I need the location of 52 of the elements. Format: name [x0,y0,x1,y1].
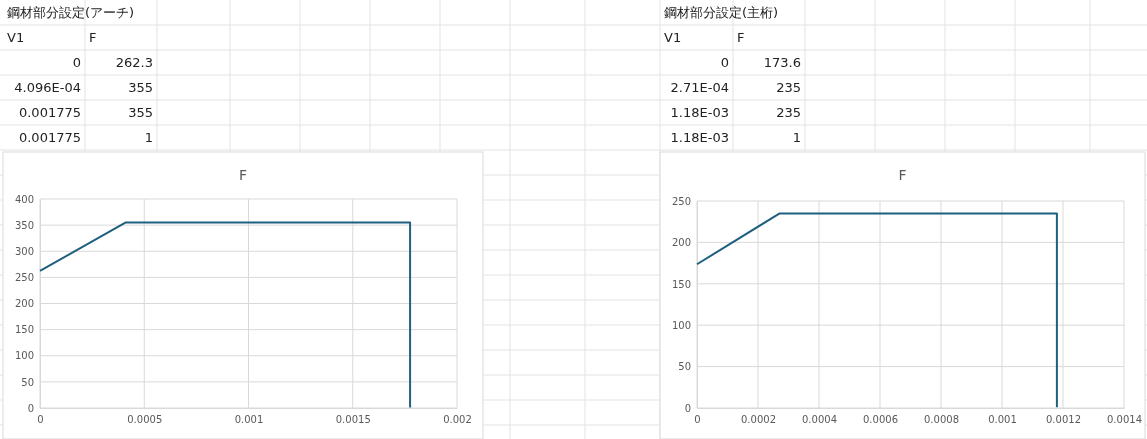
text: 2.71E-04 [670,80,729,95]
chart-title: F [238,167,248,183]
text: F [89,30,97,45]
x-tick-label: 0.002 [443,414,472,426]
y-tick-label: 250 [671,195,691,207]
y-tick-label: 350 [14,219,34,231]
text: V1 [664,30,682,45]
x-tick-label: 0.0014 [1107,414,1142,426]
text: 0 [72,55,81,70]
text: 4.096E-04 [14,80,81,95]
x-tick-label: 0 [37,414,44,426]
text: 0.001775 [18,130,81,145]
x-tick-label: 0.0015 [335,414,371,426]
x-tick-label: 0.0012 [1046,414,1081,426]
text: 235 [776,80,801,95]
text: 1 [792,130,801,145]
x-tick-label: 0.0004 [802,414,837,426]
x-tick-label: 0.0006 [863,414,898,426]
text: V1 [7,30,25,45]
text: 1.18E-03 [670,105,729,120]
text: 0.001775 [18,105,81,120]
text: 鋼材部分設定(主桁) [664,5,779,20]
x-tick-label: 0.0008 [924,414,959,426]
text: 1 [144,130,153,145]
text: 173.6 [763,55,801,70]
y-tick-label: 400 [14,193,34,205]
y-tick-label: 0 [27,402,34,414]
text: 1.18E-03 [670,130,729,145]
y-tick-label: 100 [671,319,691,331]
y-tick-label: 200 [14,298,34,310]
text: 262.3 [115,55,153,70]
y-tick-label: 200 [671,237,691,249]
text: 355 [128,105,153,120]
x-tick-label: 0 [694,414,701,426]
text: 355 [128,80,153,95]
y-tick-label: 250 [14,272,34,284]
y-tick-label: 100 [14,350,34,362]
text: F [737,30,745,45]
y-tick-label: 300 [14,245,34,257]
y-tick-label: 150 [671,278,691,290]
text: 0 [720,55,729,70]
y-tick-label: 0 [684,402,691,414]
x-tick-label: 0.0005 [127,414,163,426]
y-tick-label: 50 [678,361,691,373]
text: 鋼材部分設定(アーチ) [7,5,135,20]
y-tick-label: 50 [21,376,34,388]
y-tick-label: 150 [14,324,34,336]
x-tick-label: 0.001 [234,414,264,426]
x-tick-label: 0.0002 [741,414,776,426]
x-tick-label: 0.001 [988,414,1017,426]
text: 235 [776,105,801,120]
chart-title: F [898,167,907,183]
